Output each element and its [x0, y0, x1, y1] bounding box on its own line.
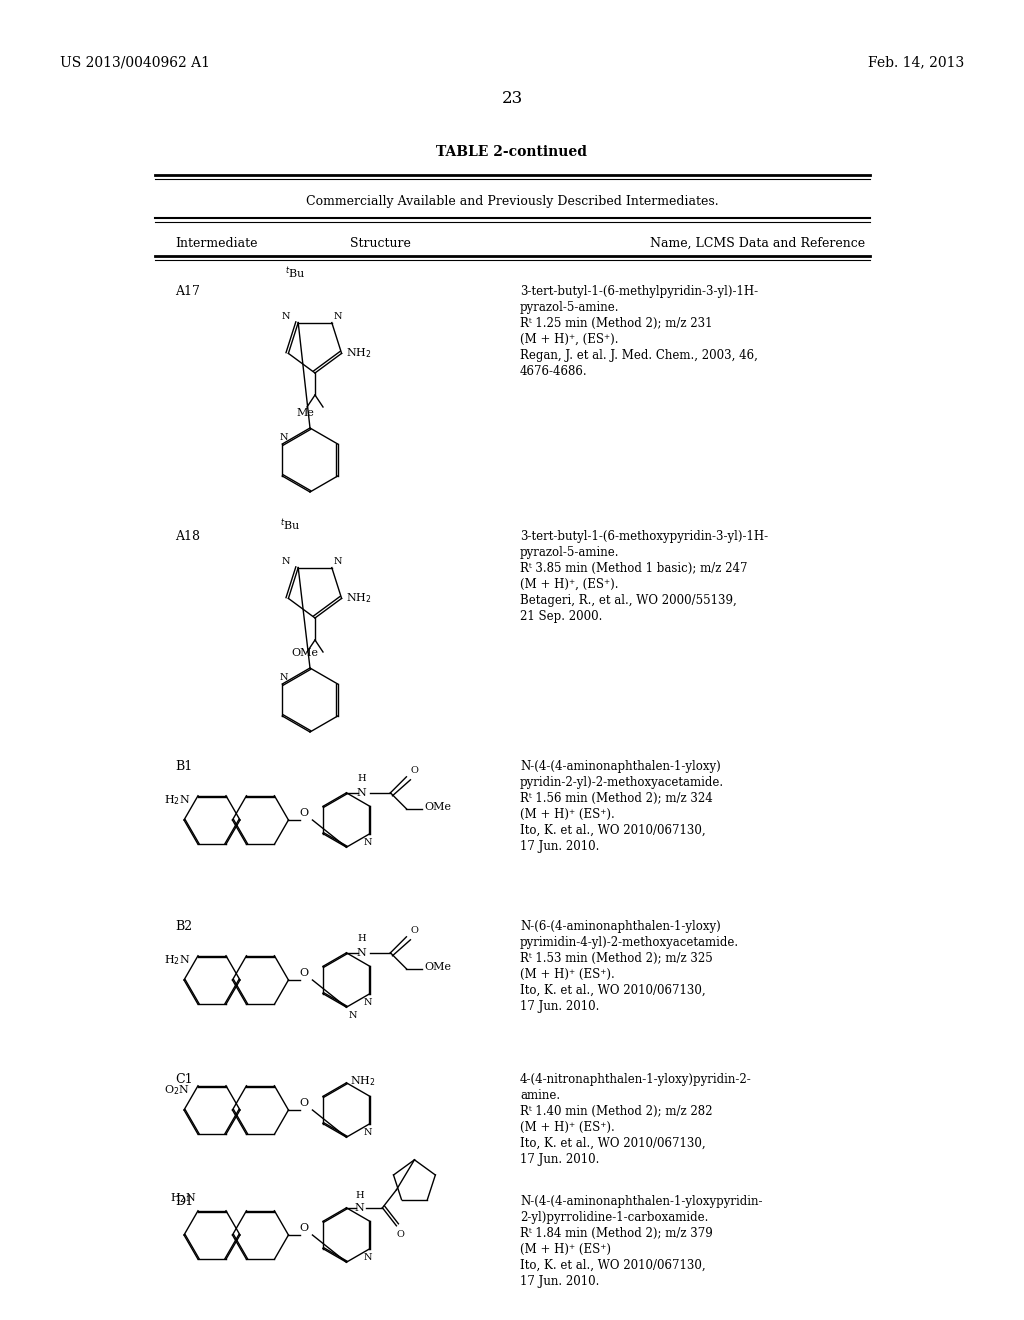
- Text: Commercially Available and Previously Described Intermediates.: Commercially Available and Previously De…: [306, 195, 718, 209]
- Text: Rᵗ 1.56 min (Method 2); m/z 324: Rᵗ 1.56 min (Method 2); m/z 324: [520, 792, 713, 805]
- Text: pyrazol-5-amine.: pyrazol-5-amine.: [520, 301, 620, 314]
- Text: Feb. 14, 2013: Feb. 14, 2013: [867, 55, 964, 69]
- Text: Ito, K. et al., WO 2010/067130,: Ito, K. et al., WO 2010/067130,: [520, 1259, 706, 1272]
- Text: OMe: OMe: [424, 801, 452, 812]
- Text: N: N: [356, 788, 367, 797]
- Text: N-(6-(4-aminonaphthalen-1-yloxy): N-(6-(4-aminonaphthalen-1-yloxy): [520, 920, 721, 933]
- Text: O: O: [299, 968, 308, 978]
- Text: 17 Jun. 2010.: 17 Jun. 2010.: [520, 1001, 599, 1012]
- Text: N-(4-(4-aminonaphthalen-1-yloxy): N-(4-(4-aminonaphthalen-1-yloxy): [520, 760, 721, 774]
- Text: 17 Jun. 2010.: 17 Jun. 2010.: [520, 1152, 599, 1166]
- Text: Rᵗ 3.85 min (Method 1 basic); m/z 247: Rᵗ 3.85 min (Method 1 basic); m/z 247: [520, 562, 748, 576]
- Text: TABLE 2-continued: TABLE 2-continued: [436, 145, 588, 158]
- Text: Regan, J. et al. J. Med. Chem., 2003, 46,: Regan, J. et al. J. Med. Chem., 2003, 46…: [520, 348, 758, 362]
- Text: N: N: [334, 557, 342, 565]
- Text: A18: A18: [175, 531, 200, 543]
- Text: 4-(4-nitronaphthalen-1-yloxy)pyridin-2-: 4-(4-nitronaphthalen-1-yloxy)pyridin-2-: [520, 1073, 752, 1086]
- Text: Ito, K. et al., WO 2010/067130,: Ito, K. et al., WO 2010/067130,: [520, 1137, 706, 1150]
- Text: Structure: Structure: [349, 238, 411, 249]
- Text: N: N: [282, 557, 290, 565]
- Text: H$_2$N: H$_2$N: [170, 1191, 196, 1205]
- Text: N: N: [334, 312, 342, 321]
- Text: (M + H)⁺ (ES⁺): (M + H)⁺ (ES⁺): [520, 1243, 611, 1257]
- Text: N: N: [364, 1127, 373, 1137]
- Text: $^t$Bu: $^t$Bu: [285, 265, 305, 281]
- Text: C1: C1: [175, 1073, 193, 1086]
- Text: O: O: [299, 1224, 308, 1233]
- Text: O$_2$N: O$_2$N: [164, 1082, 190, 1097]
- Text: O: O: [411, 925, 419, 935]
- Text: N: N: [354, 1203, 365, 1213]
- Text: Rᵗ 1.40 min (Method 2); m/z 282: Rᵗ 1.40 min (Method 2); m/z 282: [520, 1105, 713, 1118]
- Text: (M + H)⁺, (ES⁺).: (M + H)⁺, (ES⁺).: [520, 578, 618, 591]
- Text: N: N: [364, 998, 373, 1007]
- Text: pyrimidin-4-yl)-2-methoxyacetamide.: pyrimidin-4-yl)-2-methoxyacetamide.: [520, 936, 739, 949]
- Text: Rᵗ 1.25 min (Method 2); m/z 231: Rᵗ 1.25 min (Method 2); m/z 231: [520, 317, 713, 330]
- Text: B1: B1: [175, 760, 193, 774]
- Text: N: N: [364, 838, 373, 846]
- Text: O: O: [396, 1230, 404, 1238]
- Text: OMe: OMe: [424, 962, 452, 972]
- Text: (M + H)⁺ (ES⁺).: (M + H)⁺ (ES⁺).: [520, 808, 614, 821]
- Text: 21 Sep. 2000.: 21 Sep. 2000.: [520, 610, 602, 623]
- Text: (M + H)⁺ (ES⁺).: (M + H)⁺ (ES⁺).: [520, 968, 614, 981]
- Text: NH$_2$: NH$_2$: [346, 346, 372, 360]
- Text: N: N: [364, 1253, 373, 1262]
- Text: amine.: amine.: [520, 1089, 560, 1102]
- Text: O: O: [411, 766, 419, 775]
- Text: Ito, K. et al., WO 2010/067130,: Ito, K. et al., WO 2010/067130,: [520, 824, 706, 837]
- Text: N-(4-(4-aminonaphthalen-1-yloxypyridin-: N-(4-(4-aminonaphthalen-1-yloxypyridin-: [520, 1195, 763, 1208]
- Text: NH$_2$: NH$_2$: [350, 1074, 376, 1088]
- Text: 3-tert-butyl-1-(6-methoxypyridin-3-yl)-1H-: 3-tert-butyl-1-(6-methoxypyridin-3-yl)-1…: [520, 531, 768, 543]
- Text: N: N: [348, 1011, 357, 1020]
- Text: 23: 23: [502, 90, 522, 107]
- Text: (M + H)⁺ (ES⁺).: (M + H)⁺ (ES⁺).: [520, 1121, 614, 1134]
- Text: NH$_2$: NH$_2$: [346, 591, 372, 606]
- Text: Rᵗ 1.53 min (Method 2); m/z 325: Rᵗ 1.53 min (Method 2); m/z 325: [520, 952, 713, 965]
- Text: US 2013/0040962 A1: US 2013/0040962 A1: [60, 55, 210, 69]
- Text: H: H: [357, 933, 366, 942]
- Text: OMe: OMe: [292, 648, 318, 657]
- Text: N: N: [356, 948, 367, 958]
- Text: $^t$Bu: $^t$Bu: [280, 517, 300, 533]
- Text: O: O: [299, 1098, 308, 1107]
- Text: Ito, K. et al., WO 2010/067130,: Ito, K. et al., WO 2010/067130,: [520, 983, 706, 997]
- Text: D1: D1: [175, 1195, 194, 1208]
- Text: Me: Me: [296, 408, 314, 418]
- Text: (M + H)⁺, (ES⁺).: (M + H)⁺, (ES⁺).: [520, 333, 618, 346]
- Text: 17 Jun. 2010.: 17 Jun. 2010.: [520, 840, 599, 853]
- Text: B2: B2: [175, 920, 193, 933]
- Text: H: H: [357, 774, 366, 783]
- Text: Betageri, R., et al., WO 2000/55139,: Betageri, R., et al., WO 2000/55139,: [520, 594, 736, 607]
- Text: 4676-4686.: 4676-4686.: [520, 366, 588, 378]
- Text: pyridin-2-yl)-2-methoxyacetamide.: pyridin-2-yl)-2-methoxyacetamide.: [520, 776, 724, 789]
- Text: N: N: [282, 312, 290, 321]
- Text: 2-yl)pyrrolidine-1-carboxamide.: 2-yl)pyrrolidine-1-carboxamide.: [520, 1210, 709, 1224]
- Text: H$_2$N: H$_2$N: [164, 793, 190, 807]
- Text: H$_2$N: H$_2$N: [164, 953, 190, 966]
- Text: O: O: [299, 808, 308, 818]
- Text: pyrazol-5-amine.: pyrazol-5-amine.: [520, 546, 620, 558]
- Text: Name, LCMS Data and Reference: Name, LCMS Data and Reference: [650, 238, 865, 249]
- Text: Intermediate: Intermediate: [175, 238, 257, 249]
- Text: Rᵗ 1.84 min (Method 2); m/z 379: Rᵗ 1.84 min (Method 2); m/z 379: [520, 1228, 713, 1239]
- Text: 17 Jun. 2010.: 17 Jun. 2010.: [520, 1275, 599, 1288]
- Text: H: H: [355, 1191, 364, 1200]
- Text: N: N: [280, 433, 289, 442]
- Text: 3-tert-butyl-1-(6-methylpyridin-3-yl)-1H-: 3-tert-butyl-1-(6-methylpyridin-3-yl)-1H…: [520, 285, 758, 298]
- Text: N: N: [280, 673, 289, 682]
- Text: A17: A17: [175, 285, 200, 298]
